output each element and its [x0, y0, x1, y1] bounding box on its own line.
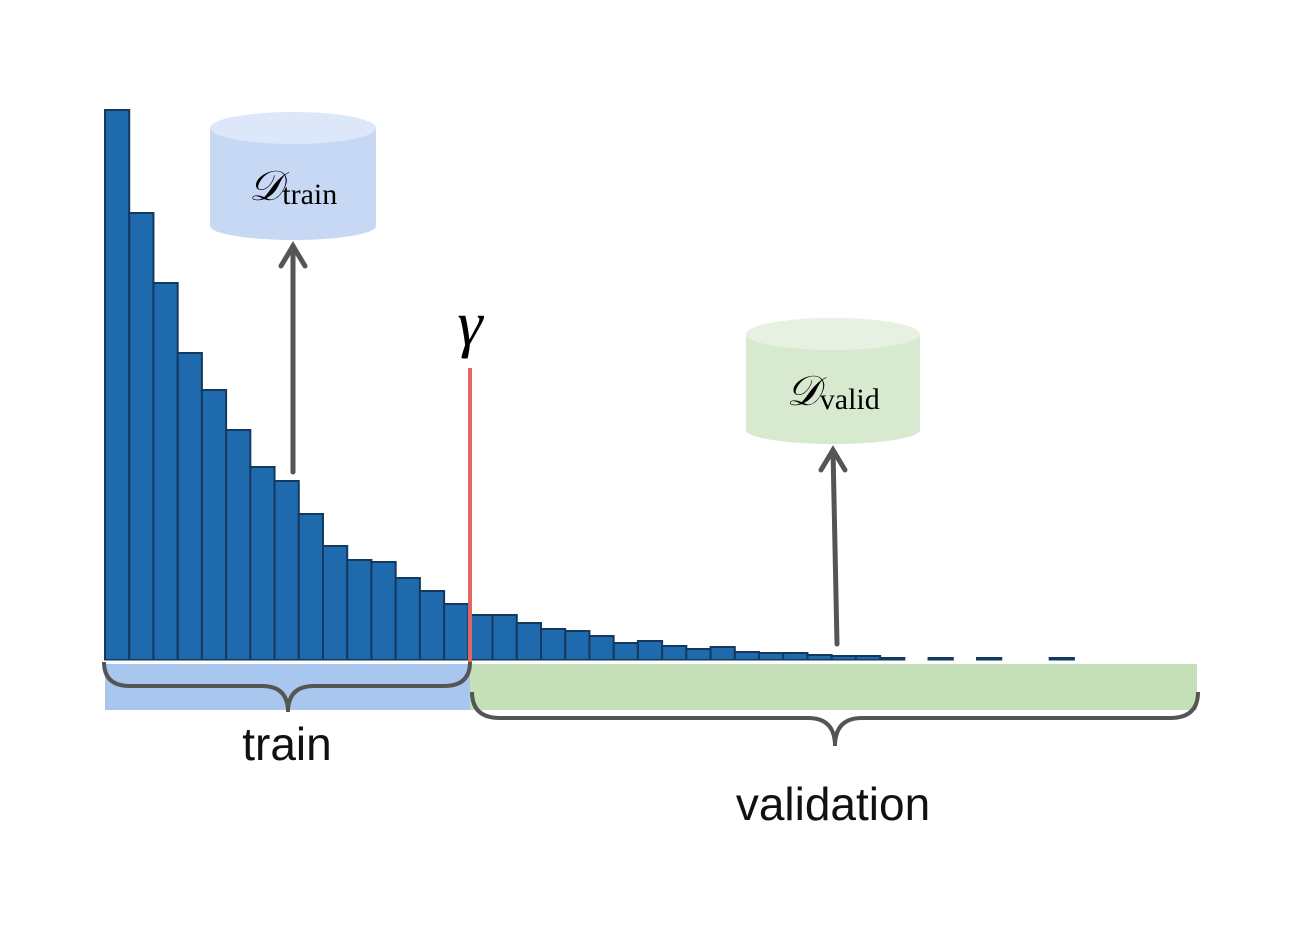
cylinder-top: [210, 112, 376, 144]
bar: [297, 513, 324, 661]
region-label: train: [242, 718, 331, 770]
bar: [685, 648, 712, 661]
bar: [927, 657, 954, 661]
bar: [225, 429, 252, 661]
cylinder-body: [210, 128, 376, 240]
bar: [491, 614, 518, 661]
bar: [564, 630, 591, 661]
bar: [830, 655, 857, 661]
arrow-head: [278, 241, 308, 269]
validation-brace: [470, 691, 1200, 747]
bar: [322, 545, 349, 661]
bar: [540, 628, 567, 661]
bar: [588, 635, 615, 661]
bar: [370, 561, 397, 661]
validation-band: [470, 664, 1197, 710]
bar: [854, 655, 882, 661]
bar: [394, 577, 421, 661]
bar: [273, 480, 300, 661]
bar: [636, 640, 664, 661]
bar: [661, 645, 688, 661]
bar: [709, 646, 736, 661]
bar: [418, 590, 446, 661]
bar: [758, 652, 785, 661]
bar: [1048, 657, 1075, 661]
arrows: [278, 241, 848, 647]
bar: [176, 352, 203, 661]
bar: [806, 654, 833, 661]
arrow-head: [818, 445, 848, 473]
train-brace: [102, 661, 472, 713]
bar: [879, 657, 906, 661]
bar: [515, 622, 542, 661]
bar: [346, 559, 373, 661]
bar: [733, 651, 760, 661]
cylinder-body: [746, 334, 920, 444]
region-label: validation: [736, 778, 930, 830]
store-label: 𝒟train: [249, 164, 338, 211]
threshold-label: γ: [457, 288, 484, 359]
bar: [782, 652, 809, 661]
valid-store: 𝒟valid: [746, 318, 920, 444]
train-store: 𝒟train: [210, 112, 376, 240]
bar: [612, 642, 639, 661]
bar: [443, 603, 470, 661]
bar: [128, 212, 155, 661]
bar: [200, 389, 228, 661]
cylinder-top: [746, 318, 920, 350]
histogram: [104, 109, 1075, 661]
store-label: 𝒟valid: [786, 369, 880, 416]
arrow: [830, 447, 840, 647]
bar: [104, 109, 131, 661]
bar: [249, 466, 276, 661]
bar: [152, 282, 179, 661]
bar: [976, 657, 1003, 661]
